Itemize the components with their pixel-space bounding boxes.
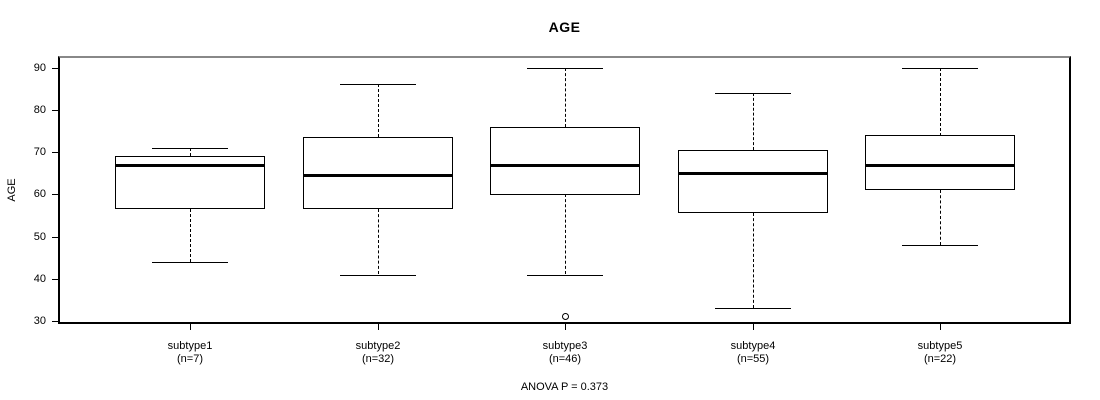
lower-whisker <box>940 190 941 245</box>
iqr-box <box>678 150 828 213</box>
y-axis-label: AGE <box>6 178 18 202</box>
x-tick <box>190 324 191 330</box>
upper-whisker-cap <box>527 68 603 69</box>
lower-whisker-cap <box>715 308 791 309</box>
upper-whisker <box>378 84 379 137</box>
y-tick <box>52 110 58 111</box>
upper-whisker-cap <box>340 84 416 85</box>
median-line <box>115 164 265 167</box>
group-label-subtype3: subtype3 (n=46) <box>495 340 635 366</box>
group-n-count: (n=7) <box>177 353 203 365</box>
upper-whisker-cap <box>715 93 791 94</box>
group-label-subtype5: subtype5 (n=22) <box>870 340 1010 366</box>
y-tick-label: 70 <box>33 146 46 158</box>
x-tick <box>940 324 941 330</box>
upper-whisker <box>565 68 566 127</box>
lower-whisker-cap <box>152 262 228 263</box>
group-name: subtype4 <box>730 340 776 352</box>
x-tick <box>753 324 754 330</box>
y-tick <box>52 152 58 153</box>
group-name: subtype1 <box>167 340 213 352</box>
group-label-subtype4: subtype4 (n=55) <box>683 340 823 366</box>
y-tick <box>52 237 58 238</box>
group-n-count: (n=46) <box>548 353 582 365</box>
lower-whisker <box>190 209 191 262</box>
y-tick-label: 50 <box>33 231 46 243</box>
y-tick-label: 40 <box>33 273 46 285</box>
upper-whisker <box>753 93 754 150</box>
y-tick <box>52 321 58 322</box>
group-name: subtype2 <box>355 340 401 352</box>
y-tick-label: 30 <box>33 315 46 327</box>
chart-title: AGE <box>548 19 581 35</box>
upper-whisker-cap <box>152 148 228 149</box>
y-tick <box>52 194 58 195</box>
x-tick <box>378 324 379 330</box>
lower-whisker <box>753 213 754 308</box>
group-n-count: (n=32) <box>361 353 395 365</box>
upper-whisker <box>190 148 191 156</box>
x-tick <box>565 324 566 330</box>
outlier-point <box>562 313 569 320</box>
lower-whisker <box>378 209 379 274</box>
group-name: subtype3 <box>542 340 588 352</box>
iqr-box <box>490 127 640 195</box>
group-label-subtype1: subtype1 (n=7) <box>120 340 260 366</box>
median-line <box>678 172 828 175</box>
group-n-count: (n=55) <box>736 353 770 365</box>
median-line <box>865 164 1015 167</box>
iqr-box <box>303 137 453 209</box>
iqr-box <box>865 135 1015 190</box>
y-tick <box>52 279 58 280</box>
group-label-subtype2: subtype2 (n=32) <box>308 340 448 366</box>
y-tick-label: 90 <box>33 62 46 74</box>
lower-whisker-cap <box>340 275 416 276</box>
lower-whisker <box>565 194 566 274</box>
group-n-count: (n=22) <box>923 353 957 365</box>
upper-whisker-cap <box>902 68 978 69</box>
anova-caption: ANOVA P = 0.373 <box>520 381 609 393</box>
median-line <box>303 174 453 177</box>
lower-whisker-cap <box>902 245 978 246</box>
median-line <box>490 164 640 167</box>
y-tick-label: 60 <box>33 188 46 200</box>
lower-whisker-cap <box>527 275 603 276</box>
y-tick <box>52 68 58 69</box>
upper-whisker <box>940 68 941 136</box>
y-tick-label: 80 <box>33 104 46 116</box>
group-name: subtype5 <box>917 340 963 352</box>
